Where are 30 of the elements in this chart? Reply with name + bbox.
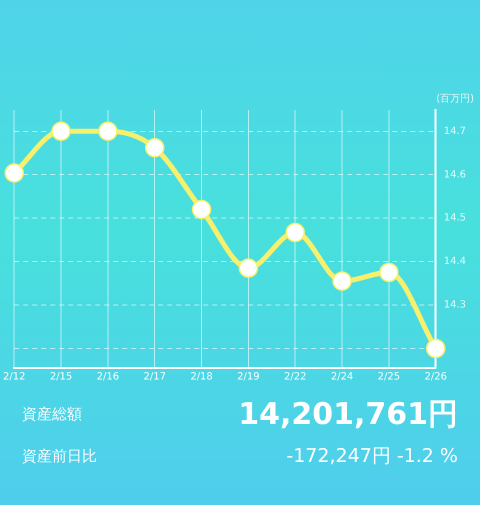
- x-tick-label: 2/24: [330, 372, 354, 383]
- point: [379, 262, 399, 282]
- x-tick-label: 2/18: [190, 372, 213, 383]
- point: [98, 122, 118, 142]
- point: [144, 138, 164, 158]
- point: [238, 258, 258, 278]
- y-tick-label: 14.5: [444, 212, 466, 224]
- x-tick-label: 2/12: [2, 372, 26, 383]
- text: 資産総額: [22, 404, 82, 424]
- point: [332, 271, 352, 291]
- point: [192, 200, 212, 220]
- x-tick-label: 2/25: [378, 372, 400, 383]
- x-tick-label: 2/17: [143, 372, 166, 383]
- x-tick-label: 2/15: [50, 372, 72, 383]
- point: [51, 122, 71, 142]
- y-tick-label: 14.4: [444, 256, 466, 268]
- x-tick-label: 2/22: [284, 372, 306, 383]
- text: -172,247円 -1.2 %: [286, 444, 458, 469]
- text: 資産前日比: [22, 446, 97, 466]
- y-tick-label: 14.6: [444, 169, 466, 180]
- x-tick-label: 2/26: [424, 372, 447, 383]
- x-tick-label: 2/19: [237, 372, 260, 383]
- point: [4, 163, 24, 183]
- y-tick-label: 14.3: [444, 300, 466, 311]
- point: [426, 338, 446, 358]
- text: 14,201,761円: [238, 396, 458, 434]
- point: [285, 222, 305, 242]
- x-tick-label: 2/16: [96, 372, 120, 383]
- y-axis-title: (百万円): [436, 94, 474, 105]
- y-tick-label: 14.7: [444, 126, 466, 137]
